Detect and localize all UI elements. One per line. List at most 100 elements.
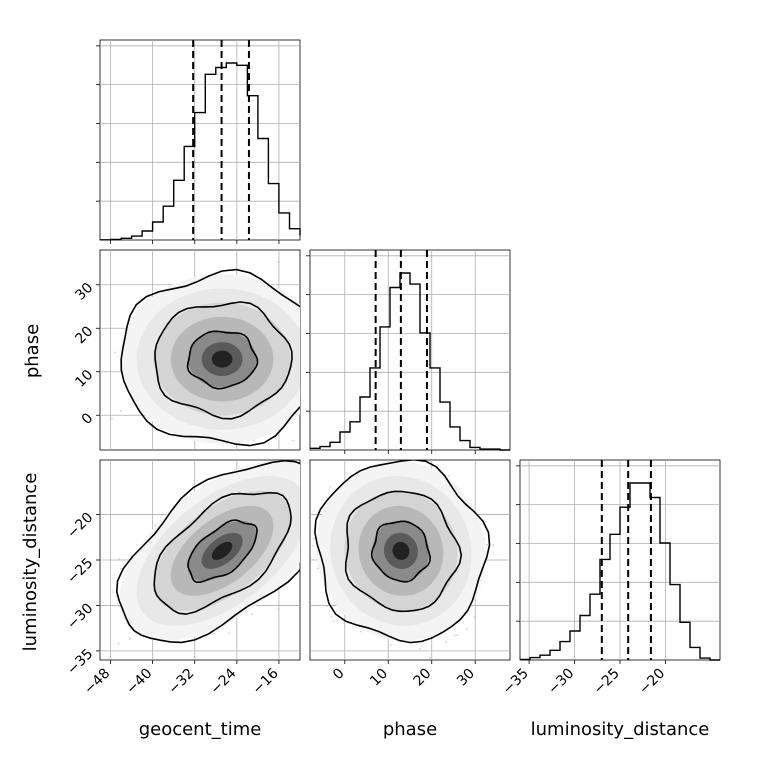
sample-point <box>466 628 468 630</box>
sample-point <box>277 261 280 264</box>
sample-point <box>305 481 307 483</box>
hist-step-phase <box>310 272 510 451</box>
hist-panel-luminosity_distance <box>516 459 721 661</box>
contour-phase-luminosity_distance-0 <box>370 520 432 583</box>
phase-ytick-label-0: 0 <box>79 410 97 428</box>
sample-point <box>307 351 309 353</box>
density-shade-geocent_time-luminosity_distance-6 <box>211 541 233 560</box>
contour-geocent_time-luminosity_distance-2 <box>115 460 300 644</box>
contour-geocent_time-phase-1 <box>154 301 293 420</box>
phase-xtick-label-1: 10 <box>367 666 391 690</box>
sample-point <box>396 458 398 460</box>
luminosity-distance-xtick-label-2: −25 <box>591 666 623 698</box>
hist-panel-phase <box>306 249 511 451</box>
luminosity-distance-ytick-label-3: −20 <box>64 510 96 542</box>
sample-point <box>118 558 121 560</box>
luminosity-distance-ytick-label-1: −30 <box>64 601 96 633</box>
contour-phase-luminosity_distance-1 <box>344 490 463 613</box>
luminosity-distance-xtick-label-1: −30 <box>545 666 577 698</box>
phase-ytick-label-1: 10 <box>72 367 96 391</box>
x-axis-label-luminosity-distance: luminosity_distance <box>531 719 710 740</box>
sample-point <box>292 439 294 442</box>
scatter-content-geocent_time-phase <box>100 250 309 450</box>
scatter-panel-phase-luminosity_distance <box>306 452 511 661</box>
sample-point <box>445 641 447 644</box>
x-axis-label-geocent-time: geocent_time <box>139 719 262 740</box>
sample-point <box>267 443 270 445</box>
luminosity-distance-ytick-label-2: −25 <box>64 555 96 587</box>
sample-point <box>303 364 305 366</box>
sample-point <box>111 417 113 420</box>
sample-point <box>129 637 132 640</box>
sample-point <box>303 497 305 499</box>
sample-point <box>389 643 392 646</box>
sample-point <box>311 545 314 547</box>
sample-point <box>119 567 122 570</box>
sample-point <box>486 543 488 546</box>
sample-point <box>419 647 421 650</box>
sample-point <box>305 355 307 357</box>
corner-panels: −48 −40 −32 −24 −16 0 10 20 30 −35 −30 −25 −20010203… <box>64 39 721 698</box>
sample-point <box>374 460 377 461</box>
sample-point <box>329 485 332 488</box>
sample-point <box>492 544 495 547</box>
sample-point <box>360 630 362 633</box>
sample-point <box>447 475 450 477</box>
phase-ytick-label-3: 30 <box>72 280 96 304</box>
y-axis-labels: phase luminosity_distance <box>20 324 43 652</box>
contour-geocent_time-phase-2 <box>120 268 300 447</box>
sample-point <box>277 608 280 611</box>
y-axis-label-luminosity-distance: luminosity_distance <box>20 473 41 652</box>
hist-panel-geocent_time <box>96 39 301 241</box>
scatter-panel-geocent_time-phase <box>99 249 309 451</box>
geocent-time-xtick-label-2: −32 <box>165 666 197 698</box>
sample-point <box>267 455 269 457</box>
contour-geocent_time-luminosity_distance-1 <box>153 491 292 615</box>
sample-point <box>316 567 319 570</box>
phase-xtick-label-2: 20 <box>411 666 435 690</box>
sample-point <box>428 656 431 659</box>
phase-xtick-label-0: 0 <box>330 666 348 684</box>
sample-point <box>313 537 315 540</box>
sample-point <box>111 591 114 593</box>
y-axis-label-phase: phase <box>22 324 43 378</box>
sample-point <box>332 620 335 623</box>
density-shade-geocent_time-phase-6 <box>211 350 233 368</box>
hist-frame-geocent_time <box>99 39 301 241</box>
scatter-content-phase-luminosity_distance <box>306 452 510 660</box>
sample-point <box>420 452 422 454</box>
x-axis-labels: geocent_time phase luminosity_distance <box>139 719 710 740</box>
contour-geocent_time-phase-0 <box>186 330 259 390</box>
luminosity-distance-xtick-label-3: −20 <box>636 666 668 698</box>
sample-point <box>302 506 304 508</box>
sample-point <box>302 335 304 337</box>
sample-point <box>252 439 255 442</box>
sample-point <box>300 354 302 356</box>
sample-point <box>114 351 117 354</box>
sample-point <box>115 595 118 598</box>
sample-point <box>453 634 456 637</box>
sample-point <box>306 573 308 575</box>
sample-point <box>326 605 328 608</box>
density-shade-phase-luminosity_distance-6 <box>392 541 410 560</box>
contour-phase-luminosity_distance-2 <box>314 460 491 644</box>
sample-point <box>228 632 231 635</box>
sample-point <box>473 616 476 619</box>
sample-point <box>302 520 304 522</box>
luminosity-distance-xtick-label-0: −35 <box>500 666 532 698</box>
sample-point <box>305 528 307 530</box>
scatter-panel-geocent_time-luminosity_distance <box>99 455 310 661</box>
phase-ytick-label-2: 20 <box>72 323 96 347</box>
sample-point <box>308 530 310 532</box>
scatter-content-geocent_time-luminosity_distance <box>100 455 310 660</box>
sample-point <box>456 634 459 637</box>
sample-point <box>301 531 303 533</box>
luminosity-distance-ytick-label-0: −35 <box>64 646 96 678</box>
hist-step-luminosity_distance <box>520 482 720 661</box>
hist-step-geocent_time <box>100 62 301 241</box>
geocent-time-xtick-label-1: −40 <box>123 666 155 698</box>
sample-point <box>119 410 122 413</box>
contour-geocent_time-luminosity_distance-0 <box>187 519 258 583</box>
geocent-time-xtick-label-4: −16 <box>250 665 282 697</box>
